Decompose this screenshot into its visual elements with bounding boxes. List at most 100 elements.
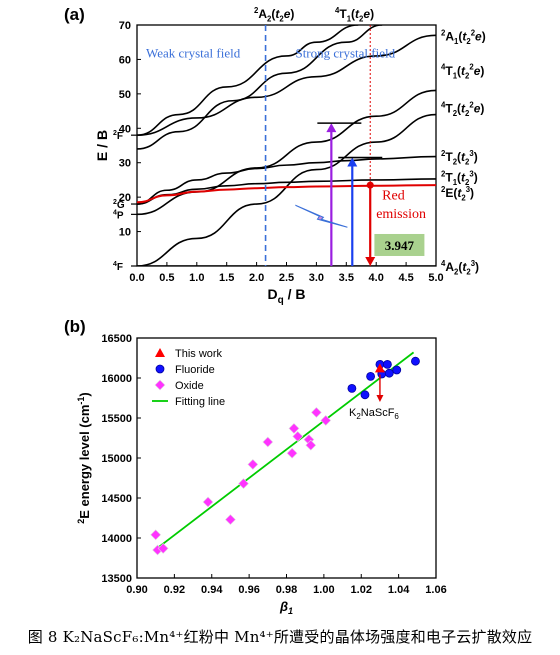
x-tick-label: 0.94 <box>201 584 223 596</box>
fluoride-point <box>383 359 392 369</box>
oxide-point <box>157 542 169 554</box>
x-tick-label: 0.98 <box>276 584 297 596</box>
y-tick-label: 14500 <box>101 493 132 505</box>
panel-b-legend: This work Fluoride Oxide Fitting line <box>152 348 225 408</box>
right-term-label: 4T2(t22e) <box>441 101 484 119</box>
y-tick-label: 15500 <box>101 413 132 425</box>
panel-a-label: (a) <box>64 5 85 24</box>
oxide-point <box>286 447 298 459</box>
y-tick-label: 10 <box>119 227 131 239</box>
y-tick-label: 30 <box>119 158 131 170</box>
x-tick-label: 5.0 <box>428 272 443 284</box>
top-term-label: 4T1(t2e) <box>335 6 374 24</box>
panel-a-annotations: Weak crystal field Strong crystal field 2A… <box>146 6 486 277</box>
oxide-point <box>225 514 236 526</box>
panel-a-y-axis-label: E / B <box>94 130 110 161</box>
panel-b-axis-ticks: 0.90 0.92 0.94 0.96 0.98 1.00 1.02 1.04 1.06 1350… <box>101 333 446 596</box>
fluoride-point <box>392 365 402 375</box>
y-tick-label: 40 <box>119 123 131 135</box>
panel-a-energy-curves <box>137 25 436 266</box>
fluoride-point <box>366 371 375 381</box>
oxide-point <box>247 458 259 470</box>
top-term-label: 2A2(t2e) <box>254 6 294 24</box>
oxide-point <box>310 406 322 418</box>
weak-field-label: Weak crystal field <box>146 46 241 61</box>
y-tick-label: 15000 <box>101 453 132 465</box>
x-tick-label: 0.96 <box>238 584 259 596</box>
x-tick-label: 3.0 <box>309 272 324 284</box>
annotation-arrowhead <box>376 395 384 402</box>
x-tick-label: 1.00 <box>313 584 334 596</box>
this-work-point <box>374 363 385 373</box>
y-tick-label: 14000 <box>101 533 132 545</box>
excitation-light-icon <box>295 204 348 228</box>
oxide-point <box>305 439 317 451</box>
x-tick-label: 0.90 <box>126 584 147 596</box>
right-term-label: 2E(t23) <box>441 185 474 203</box>
x-tick-label: 4.5 <box>398 272 413 284</box>
x-tick-label: 1.04 <box>388 584 410 596</box>
oxide-point <box>288 422 300 434</box>
panel-a-axis-ticks: 0.0 0.5 1.0 1.5 2.0 2.5 3.0 3.5 4.0 4.5 5.0 10 20 30 4… <box>113 20 444 284</box>
dq-b-value-text: 3.947 <box>385 238 415 253</box>
x-tick-label: 1.06 <box>425 584 446 596</box>
curves-clip-group <box>137 25 436 266</box>
legend-label: Fitting line <box>175 396 225 408</box>
legend-label: Oxide <box>175 380 204 392</box>
excitation-arrowhead <box>326 123 337 133</box>
x-tick-label: 1.02 <box>351 584 372 596</box>
panel-a-plot-frame <box>136 24 437 267</box>
oxide-point <box>202 496 214 508</box>
panel-b-data-marks: K2NaScF6 <box>150 351 420 556</box>
panel-b-x-axis-label: β1 <box>279 599 293 616</box>
free-ion-term-label: 4P <box>113 209 124 221</box>
k2nascf6-annotation: K2NaScF6 <box>349 407 399 421</box>
y-tick-label: 13500 <box>101 573 132 585</box>
dq-b-value-box <box>374 233 425 256</box>
figure-root: (a) 0.0 0.5 1.0 1.5 2.0 2.5 3.0 3.5 4.0 4.5 5.0 10 2… <box>64 5 486 616</box>
legend-marker-swatch <box>154 379 166 391</box>
panel-a: (a) 0.0 0.5 1.0 1.5 2.0 2.5 3.0 3.5 4.0 4.5 5.0 10 2… <box>64 5 486 306</box>
fluoride-point <box>360 390 370 400</box>
strong-field-label: Strong crystal field <box>295 46 395 61</box>
y-tick-label: 16500 <box>101 333 132 345</box>
free-ion-term-label: 2G <box>113 199 125 211</box>
right-term-label: 4A2(t23) <box>441 259 479 277</box>
emission-arrowhead <box>365 257 376 266</box>
y-tick-label: 20 <box>119 192 131 204</box>
legend-label: This work <box>175 348 223 360</box>
x-tick-label: 0.5 <box>159 272 174 284</box>
legend-marker-swatch <box>155 364 165 374</box>
free-ion-term-label: 2F <box>113 130 123 142</box>
curve-4t1t2e <box>137 25 383 150</box>
legend-marker-swatch <box>155 348 165 357</box>
free-ion-term-label: 4F <box>113 261 123 273</box>
red-emission-label: Red <box>382 189 405 204</box>
panel-b: (b) 0.90 0.92 0.94 0.96 0.98 1.00 1.02 1.04 1.06… <box>64 317 447 616</box>
oxide-point <box>320 414 332 426</box>
oxide-point <box>292 430 304 442</box>
right-term-label: 2T2(t23) <box>441 149 478 167</box>
x-tick-label: 2.5 <box>279 272 294 284</box>
figure-caption: 图 8 K₂NaScF₆:Mn⁴⁺红粉中 Mn⁴⁺所遭受的晶体场强度和电子云扩散… <box>27 628 533 646</box>
y-tick-label: 60 <box>119 54 131 66</box>
curve-2t2t2 <box>137 155 436 205</box>
fitting-line <box>153 351 415 552</box>
fluoride-point <box>384 368 394 378</box>
panel-b-y-axis-label: 2E energy level (cm-1) <box>76 392 92 524</box>
x-tick-label: 1.0 <box>189 272 204 284</box>
x-tick-label: 3.5 <box>339 272 354 284</box>
curve-2a2t2e <box>137 25 359 136</box>
oxide-point <box>262 436 274 448</box>
curve-2et2 <box>137 184 436 204</box>
legend-label: Fluoride <box>175 364 215 376</box>
right-term-label: 4T1(t22e) <box>441 63 484 81</box>
x-tick-label: 1.5 <box>219 272 234 284</box>
excitation-arrowhead <box>347 157 358 167</box>
fluoride-point <box>411 356 420 366</box>
fluoride-point <box>347 383 357 393</box>
x-tick-label: 0.92 <box>164 584 185 596</box>
y-tick-label: 70 <box>119 20 131 32</box>
curve-2a1t2e <box>137 34 436 136</box>
right-term-label: 2T1(t23) <box>441 169 478 187</box>
